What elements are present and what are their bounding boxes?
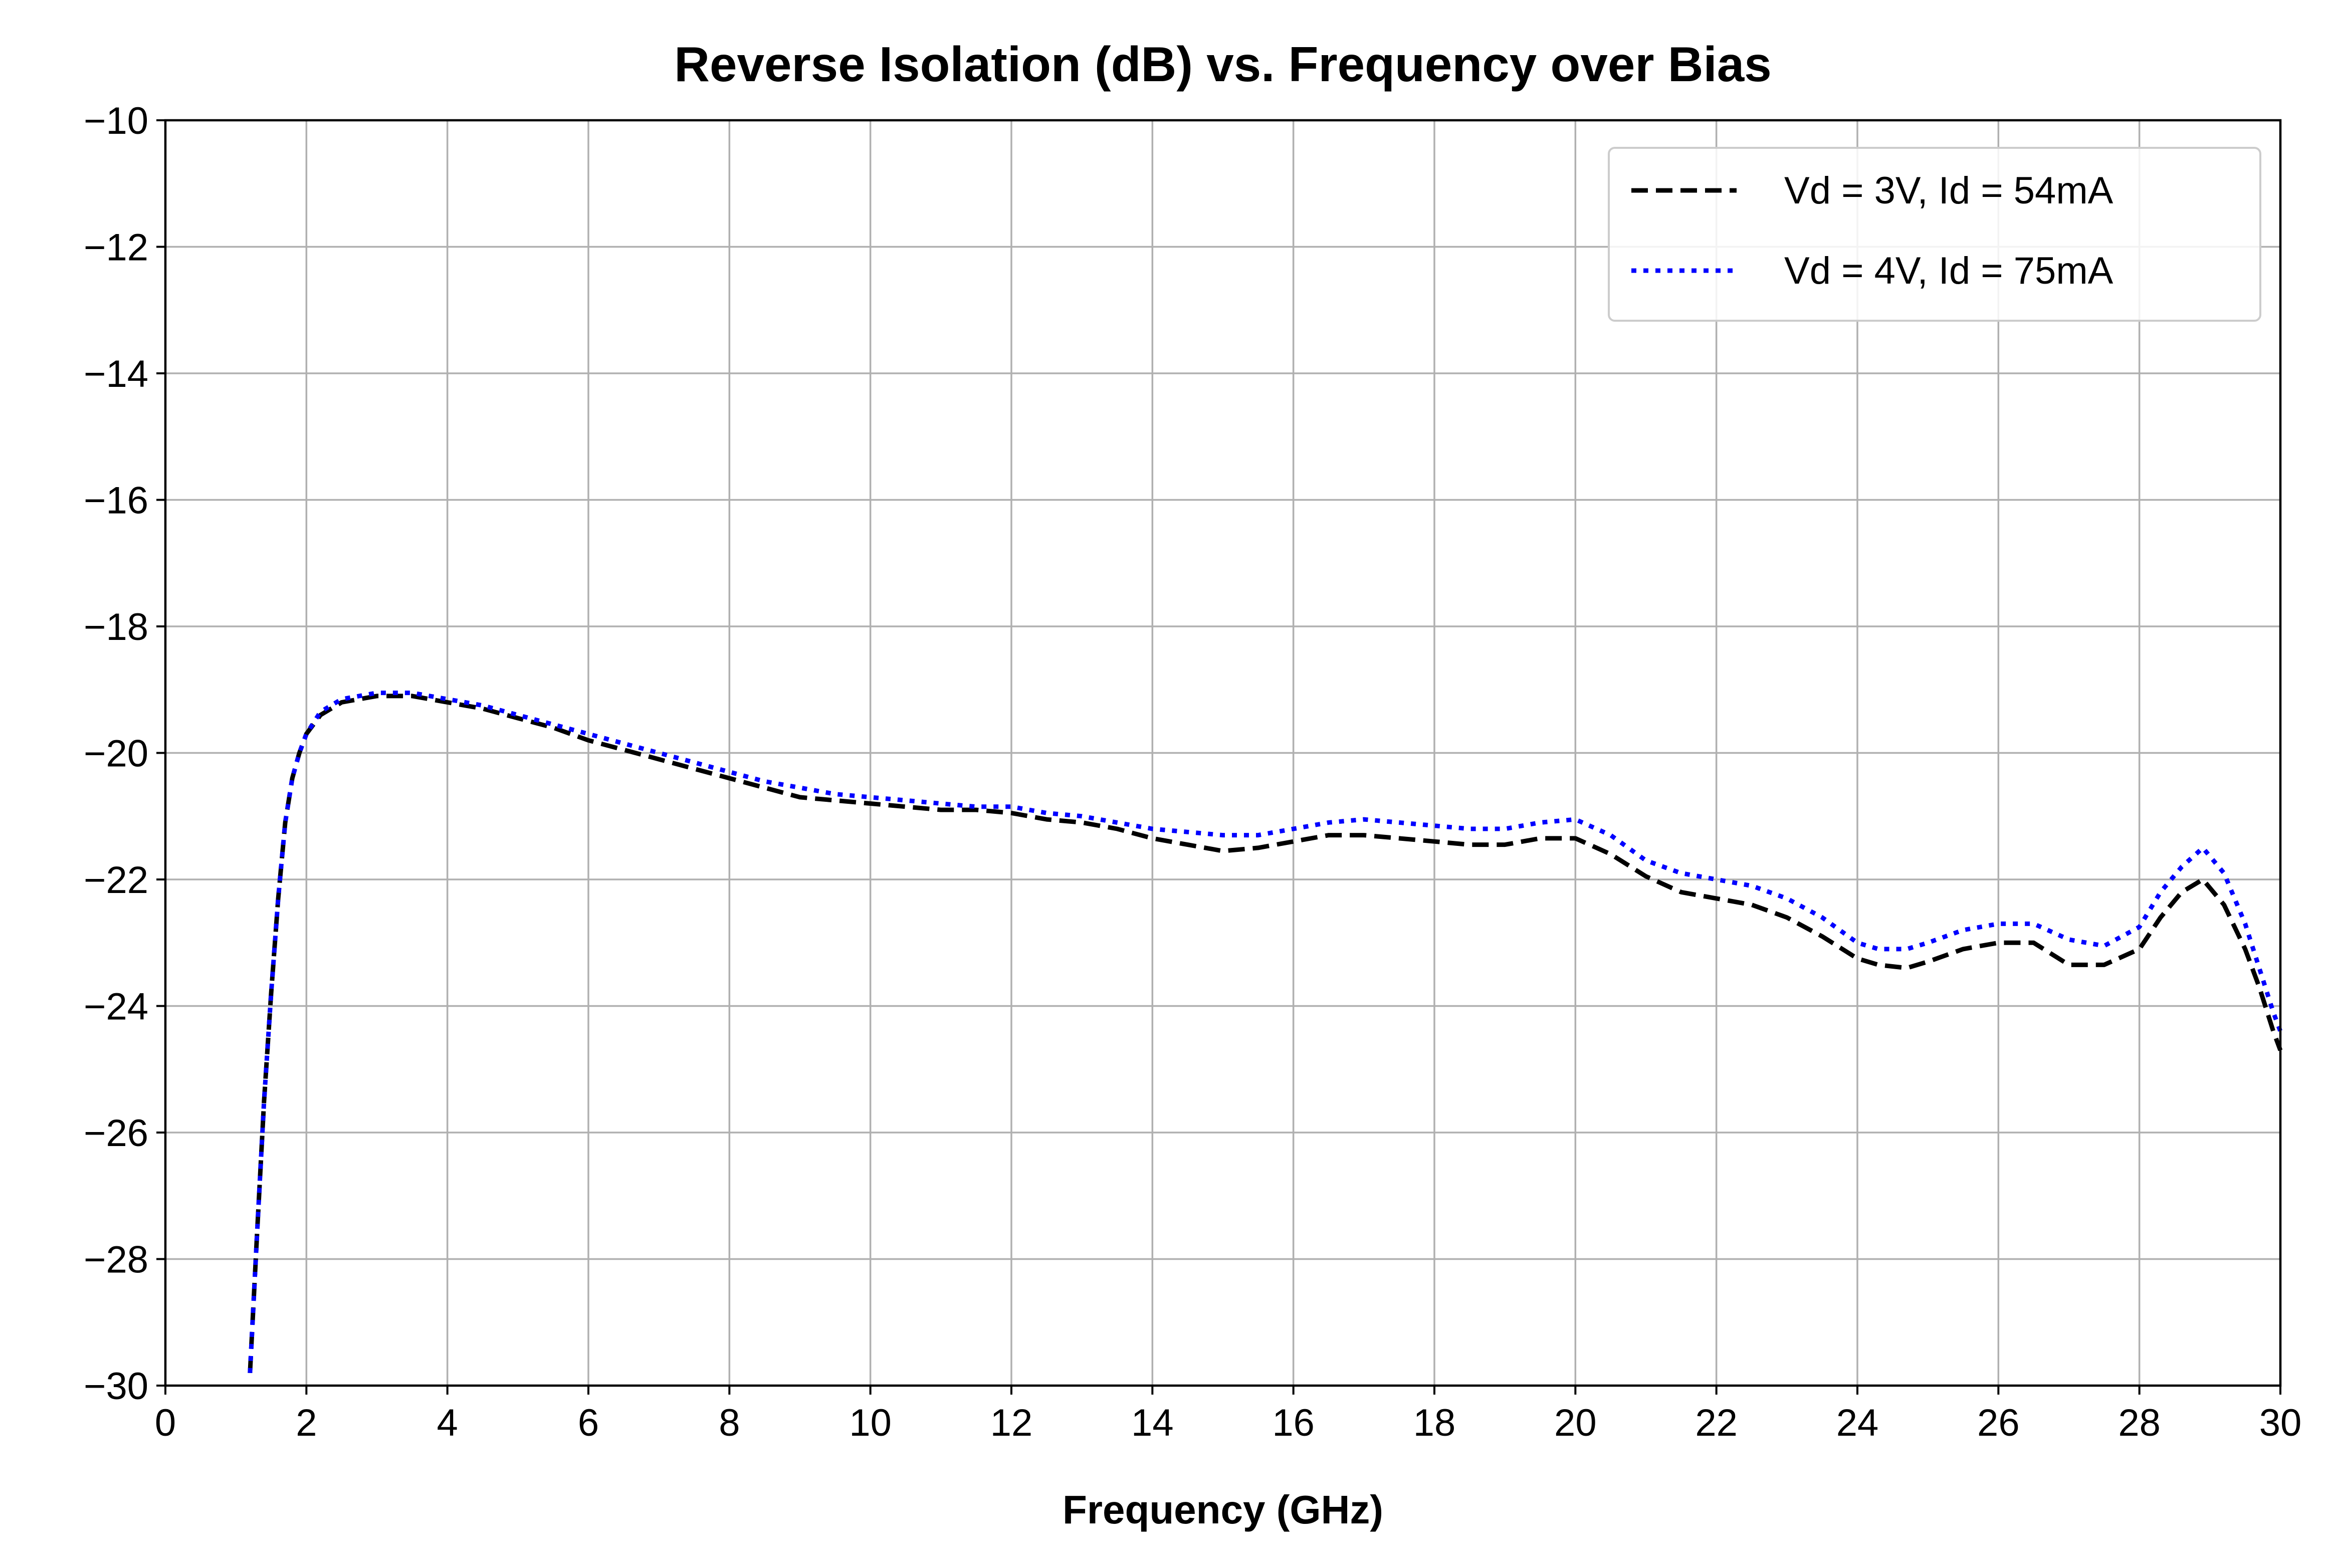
x-tick-label: 30 [2259,1402,2302,1444]
y-tick-label: −20 [84,733,148,775]
y-tick-label: −26 [84,1112,148,1155]
x-tick-label: 28 [2118,1402,2161,1444]
x-tick-label: 24 [1836,1402,1879,1444]
x-tick-label: 12 [990,1402,1033,1444]
x-tick-label: 18 [1413,1402,1456,1444]
x-tick-label: 14 [1131,1402,1174,1444]
x-tick-label: 26 [1977,1402,2020,1444]
y-tick-label: −12 [84,227,148,269]
chart-title: Reverse Isolation (dB) vs. Frequency ove… [674,37,1771,92]
x-tick-label: 2 [296,1402,317,1444]
y-tick-label: −22 [84,859,148,902]
y-tick-label: −24 [84,986,148,1028]
data-series [248,691,2283,1374]
y-tick-label: −10 [84,100,148,142]
legend-box [1608,147,2261,322]
series-line-2 [248,691,2283,1374]
legend-label: Vd = 3V, Id = 54mA [1784,169,2113,212]
x-tick-label: 0 [155,1402,176,1444]
x-tick-label: 4 [437,1402,458,1444]
y-tick-label: −16 [84,480,148,522]
x-tick-label: 8 [719,1402,740,1444]
series-line-1 [248,694,2283,1374]
x-tick-label: 22 [1695,1402,1738,1444]
y-tick-label: −28 [84,1239,148,1281]
y-tick-label: −18 [84,606,148,648]
x-tick-label: 10 [849,1402,892,1444]
axis-ticks: 0 2 4 6 8 10 12 14 16 18 20 22 24 26 28 30−30−28−26−24−… [84,100,2301,1444]
x-tick-label: 16 [1272,1402,1315,1444]
x-tick-label: 6 [578,1402,599,1444]
y-tick-label: −14 [84,353,148,395]
x-axis-label: Frequency (GHz) [1063,1487,1383,1532]
legend: Vd = 3V, Id = 54mA Vd = 4V, Id = 75mA [1608,147,2261,322]
y-tick-label: −30 [84,1365,148,1408]
x-tick-label: 20 [1554,1402,1597,1444]
legend-label: Vd = 4V, Id = 75mA [1784,250,2113,292]
